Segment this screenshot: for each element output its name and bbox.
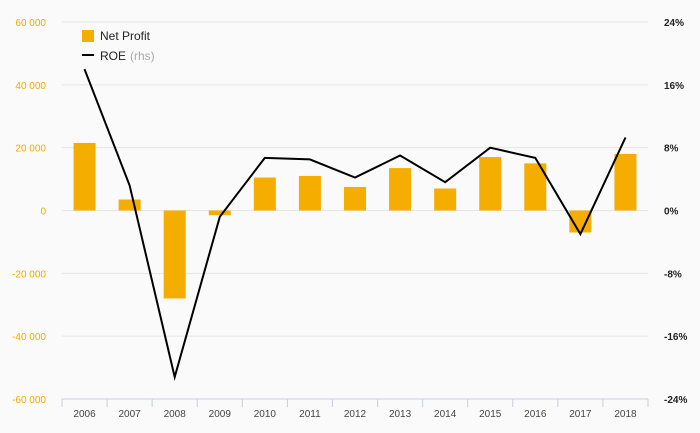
- roe-line: [83, 68, 627, 381]
- legend-label-net-profit: Net Profit: [100, 29, 151, 43]
- bar-net-profit: [524, 163, 547, 211]
- x-tick-label: 2011: [299, 409, 321, 420]
- x-tick-label: 2015: [479, 409, 502, 420]
- y-right-tick-label: 16%: [664, 81, 684, 92]
- y-right-tick-label: 0%: [664, 207, 679, 218]
- bar-net-profit: [73, 142, 96, 211]
- y-right-tick-label: 8%: [664, 144, 679, 155]
- x-axis: 2006 2007 2008 2009 2010 2011 2012 2013 2014 2015…: [61, 398, 649, 420]
- y-right-tick-label: 24%: [664, 18, 684, 29]
- bar-net-profit: [208, 210, 231, 216]
- x-tick-label: 2018: [614, 409, 637, 420]
- x-tick-label: 2013: [389, 409, 412, 420]
- y-left-tick-label: 60 000: [15, 18, 46, 29]
- legend-label-roe-note: (rhs): [130, 49, 155, 63]
- net-profit-bars: [73, 142, 637, 299]
- bar-net-profit: [298, 175, 321, 211]
- bar-net-profit: [614, 153, 637, 211]
- x-tick-label: 2016: [524, 409, 547, 420]
- y-axis-right: 24% 16% 8% 0% -8% -16% -24%: [664, 18, 687, 406]
- bar-net-profit: [389, 168, 412, 211]
- gridlines: [62, 21, 648, 337]
- bar-net-profit: [253, 177, 276, 211]
- legend-label-roe-name: ROE: [100, 49, 126, 63]
- bar-net-profit: [434, 188, 457, 211]
- y-axis-left: 60 000 40 000 20 000 0 -20 000 -40 000 -60 000: [12, 18, 46, 406]
- bar-net-profit: [163, 210, 186, 299]
- bar-net-profit: [118, 199, 141, 211]
- y-left-tick-label: -60 000: [12, 395, 46, 406]
- x-tick-label: 2014: [434, 409, 457, 420]
- x-tick-label: 2006: [73, 409, 96, 420]
- legend-swatch-net-profit: [82, 30, 94, 42]
- roe-line-layer: [83, 68, 627, 381]
- y-right-tick-label: -24%: [664, 395, 687, 406]
- y-left-tick-label: -20 000: [12, 269, 46, 280]
- x-tick-label: 2017: [569, 409, 592, 420]
- y-left-tick-label: 20 000: [15, 144, 46, 155]
- bar-net-profit: [569, 210, 592, 233]
- y-right-tick-label: -16%: [664, 332, 687, 343]
- bar-net-profit: [479, 157, 502, 211]
- x-tick-label: 2012: [344, 409, 367, 420]
- y-right-tick-label: -8%: [664, 269, 682, 280]
- y-left-tick-label: -40 000: [12, 332, 46, 343]
- bar-net-profit: [344, 186, 366, 211]
- x-tick-label: 2007: [118, 409, 141, 420]
- legend-label-roe: ROE (rhs): [100, 49, 155, 63]
- legend: Net Profit ROE (rhs): [82, 29, 155, 63]
- x-tick-label: 2010: [254, 409, 277, 420]
- x-tick-label: 2008: [164, 409, 187, 420]
- x-tick-label: 2009: [209, 409, 232, 420]
- y-left-tick-label: 0: [40, 207, 46, 218]
- y-left-tick-label: 40 000: [15, 81, 46, 92]
